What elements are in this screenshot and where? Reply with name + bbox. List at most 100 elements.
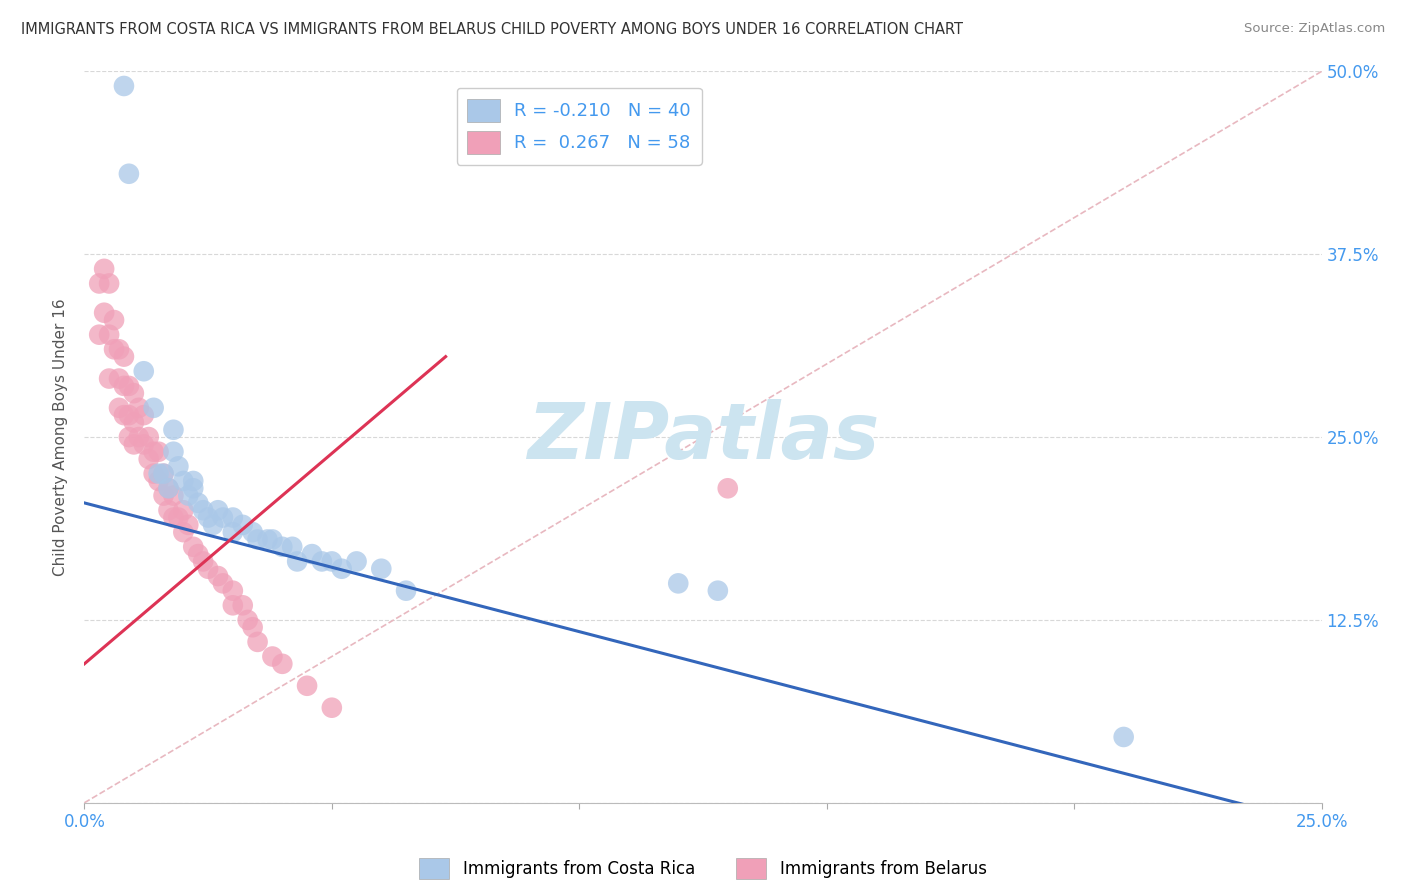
Point [112, 408, 135, 422]
Point [311, 554, 333, 568]
Point [242, 525, 264, 540]
Point [157, 481, 180, 495]
Point [717, 481, 740, 495]
Point [232, 599, 254, 613]
Point [89, 277, 111, 291]
Point [172, 525, 194, 540]
Point [93, 261, 115, 276]
Point [132, 364, 155, 378]
Point [93, 306, 115, 320]
Point [222, 510, 245, 524]
Text: Source: ZipAtlas.com: Source: ZipAtlas.com [1244, 22, 1385, 36]
Point [138, 452, 160, 467]
Point [1112, 730, 1135, 744]
Point [177, 517, 200, 532]
Point [162, 510, 184, 524]
Point [666, 576, 689, 591]
Point [98, 327, 121, 342]
Point [128, 430, 150, 444]
Point [191, 503, 214, 517]
Point [108, 401, 131, 415]
Point [142, 401, 165, 415]
Point [152, 489, 174, 503]
Point [202, 517, 225, 532]
Point [222, 599, 245, 613]
Point [122, 386, 145, 401]
Point [167, 459, 190, 474]
Point [301, 547, 323, 561]
Point [98, 371, 121, 385]
Point [148, 444, 170, 458]
Point [112, 379, 135, 393]
Point [207, 503, 229, 517]
Point [148, 474, 170, 488]
Point [112, 350, 135, 364]
Point [157, 481, 180, 495]
Point [98, 277, 121, 291]
Point [172, 474, 194, 488]
Point [118, 379, 141, 393]
Point [246, 635, 269, 649]
Point [187, 547, 209, 561]
Point [222, 525, 245, 540]
Point [172, 503, 194, 517]
Point [207, 569, 229, 583]
Point [128, 401, 150, 415]
Point [108, 371, 131, 385]
Point [242, 620, 264, 634]
Legend: Immigrants from Costa Rica, Immigrants from Belarus: Immigrants from Costa Rica, Immigrants f… [412, 851, 994, 886]
Point [256, 533, 278, 547]
Text: IMMIGRANTS FROM COSTA RICA VS IMMIGRANTS FROM BELARUS CHILD POVERTY AMONG BOYS U: IMMIGRANTS FROM COSTA RICA VS IMMIGRANTS… [21, 22, 963, 37]
Point [118, 408, 141, 422]
Point [321, 554, 343, 568]
Point [295, 679, 318, 693]
Point [370, 562, 392, 576]
Point [246, 533, 269, 547]
Point [232, 517, 254, 532]
Point [167, 510, 190, 524]
Point [122, 437, 145, 451]
Point [285, 554, 308, 568]
Point [281, 540, 304, 554]
Point [152, 467, 174, 481]
Text: ZIPatlas: ZIPatlas [527, 399, 879, 475]
Point [148, 467, 170, 481]
Point [118, 430, 141, 444]
Point [346, 554, 368, 568]
Point [181, 474, 204, 488]
Point [122, 416, 145, 430]
Point [197, 562, 219, 576]
Point [152, 467, 174, 481]
Point [157, 503, 180, 517]
Point [197, 510, 219, 524]
Point [177, 489, 200, 503]
Point [321, 700, 343, 714]
Point [103, 313, 125, 327]
Point [132, 408, 155, 422]
Point [112, 78, 135, 93]
Point [707, 583, 730, 598]
Point [181, 540, 204, 554]
Point [162, 489, 184, 503]
Point [103, 343, 125, 357]
Point [181, 481, 204, 495]
Point [142, 467, 165, 481]
Point [262, 533, 284, 547]
Point [118, 167, 141, 181]
Point [142, 444, 165, 458]
Point [132, 437, 155, 451]
Point [212, 576, 235, 591]
Point [212, 510, 235, 524]
Point [191, 554, 214, 568]
Point [236, 613, 259, 627]
Point [330, 562, 353, 576]
Point [162, 423, 184, 437]
Point [89, 327, 111, 342]
Point [108, 343, 131, 357]
Point [162, 444, 184, 458]
Y-axis label: Child Poverty Among Boys Under 16: Child Poverty Among Boys Under 16 [53, 298, 69, 576]
Point [262, 649, 284, 664]
Point [271, 540, 294, 554]
Point [395, 583, 418, 598]
Point [187, 496, 209, 510]
